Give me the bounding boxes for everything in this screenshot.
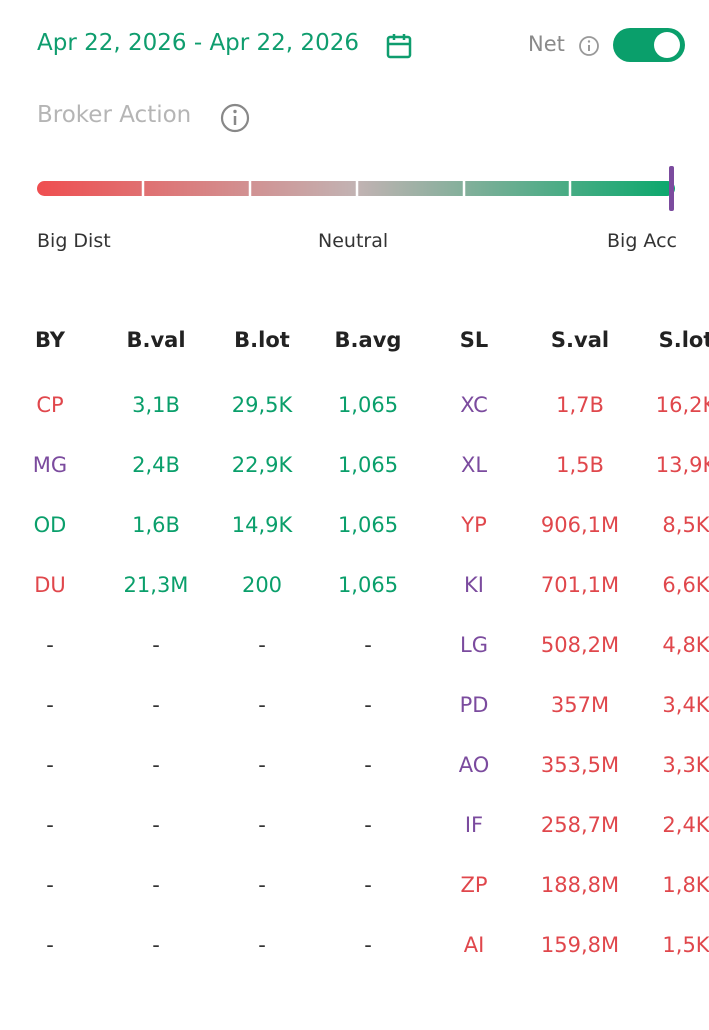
table-cell: 200 xyxy=(241,573,283,597)
broker-action-title: Broker Action xyxy=(37,102,192,128)
date-range[interactable]: Apr 22, 2026 - Apr 22, 2026 xyxy=(37,30,359,56)
table-cell: 2,4K xyxy=(662,813,709,837)
table-cell: 16,2K xyxy=(655,393,709,417)
table-cell: - xyxy=(364,873,372,897)
table-cell: - xyxy=(46,813,54,837)
table-cell: 6,6K xyxy=(662,573,709,597)
indicator xyxy=(669,166,674,211)
table-cell: 13,9K xyxy=(655,453,709,477)
table-cell: - xyxy=(258,813,266,837)
table-cell: LG xyxy=(460,633,488,657)
broker-action-bar xyxy=(37,166,675,211)
scale-label: Big Acc xyxy=(607,230,677,252)
table-cell: OD xyxy=(33,513,67,537)
table-cell: 14,9K xyxy=(231,513,293,537)
table-cell: 353,5M xyxy=(540,753,620,777)
column-header: S.lot xyxy=(658,328,709,352)
column-header: SL xyxy=(459,328,489,352)
table-cell: 1,5K xyxy=(662,933,709,957)
table-cell: PD xyxy=(459,693,489,717)
table-cell: 2,4B xyxy=(132,453,180,477)
table-cell: - xyxy=(364,753,372,777)
table-cell: CP xyxy=(36,393,64,417)
table-cell: - xyxy=(152,813,160,837)
table-cell: - xyxy=(258,873,266,897)
table-cell: - xyxy=(364,693,372,717)
table-cell: XL xyxy=(460,453,488,477)
table-cell: - xyxy=(364,933,372,957)
scale-label: Big Dist xyxy=(37,230,111,252)
table-cell: 906,1M xyxy=(540,513,620,537)
table-cell: - xyxy=(46,873,54,897)
table-cell: 1,6B xyxy=(132,513,180,537)
table-cell: 357M xyxy=(550,693,610,717)
table-cell: 188,8M xyxy=(540,873,620,897)
table-cell: - xyxy=(258,693,266,717)
table-cell: DU xyxy=(34,573,66,597)
info-icon[interactable] xyxy=(219,102,251,134)
table-cell: - xyxy=(152,933,160,957)
table-cell: MG xyxy=(32,453,68,477)
table-cell: - xyxy=(258,753,266,777)
table-cell: 1,8K xyxy=(662,873,709,897)
info-icon[interactable] xyxy=(578,35,600,57)
table-cell: - xyxy=(152,873,160,897)
column-header: B.avg xyxy=(334,328,402,352)
calendar-icon[interactable] xyxy=(385,32,413,60)
table-cell: 1,065 xyxy=(337,573,399,597)
table-cell: - xyxy=(46,693,54,717)
table-cell: 1,7B xyxy=(556,393,604,417)
table-cell: 508,2M xyxy=(540,633,620,657)
table-cell: 1,065 xyxy=(337,393,399,417)
table-cell: - xyxy=(46,753,54,777)
table-cell: ZP xyxy=(460,873,488,897)
table-cell: - xyxy=(46,633,54,657)
net-label: Net xyxy=(528,32,565,56)
table-cell: 8,5K xyxy=(662,513,709,537)
table-cell: 1,065 xyxy=(337,513,399,537)
column-header: B.lot xyxy=(234,328,290,352)
table-cell: 3,3K xyxy=(662,753,709,777)
table-cell: 258,7M xyxy=(540,813,620,837)
table-cell: 4,8K xyxy=(662,633,709,657)
scale-label: Neutral xyxy=(318,230,389,252)
table-cell: 29,5K xyxy=(231,393,293,417)
column-header: BY xyxy=(34,328,66,352)
table-cell: - xyxy=(364,633,372,657)
table-cell: - xyxy=(46,933,54,957)
table-cell: KI xyxy=(464,573,484,597)
table-cell: - xyxy=(152,693,160,717)
column-header: B.val xyxy=(126,328,186,352)
table-cell: - xyxy=(258,633,266,657)
net-toggle[interactable] xyxy=(612,27,686,63)
table-cell: YP xyxy=(461,513,487,537)
table-cell: 159,8M xyxy=(540,933,620,957)
table-cell: - xyxy=(152,633,160,657)
table-cell: 3,1B xyxy=(132,393,180,417)
table-cell: - xyxy=(258,933,266,957)
table-cell: 1,5B xyxy=(556,453,604,477)
table-cell: - xyxy=(152,753,160,777)
table-cell: AI xyxy=(463,933,485,957)
table-cell: 3,4K xyxy=(662,693,709,717)
table-cell: IF xyxy=(464,813,484,837)
table-cell: XC xyxy=(460,393,488,417)
table-cell: 22,9K xyxy=(231,453,293,477)
column-header: S.val xyxy=(550,328,610,352)
table-cell: 1,065 xyxy=(337,453,399,477)
table-cell: 701,1M xyxy=(540,573,620,597)
table-cell: - xyxy=(364,813,372,837)
table-cell: 21,3M xyxy=(123,573,189,597)
table-cell: AO xyxy=(458,753,490,777)
